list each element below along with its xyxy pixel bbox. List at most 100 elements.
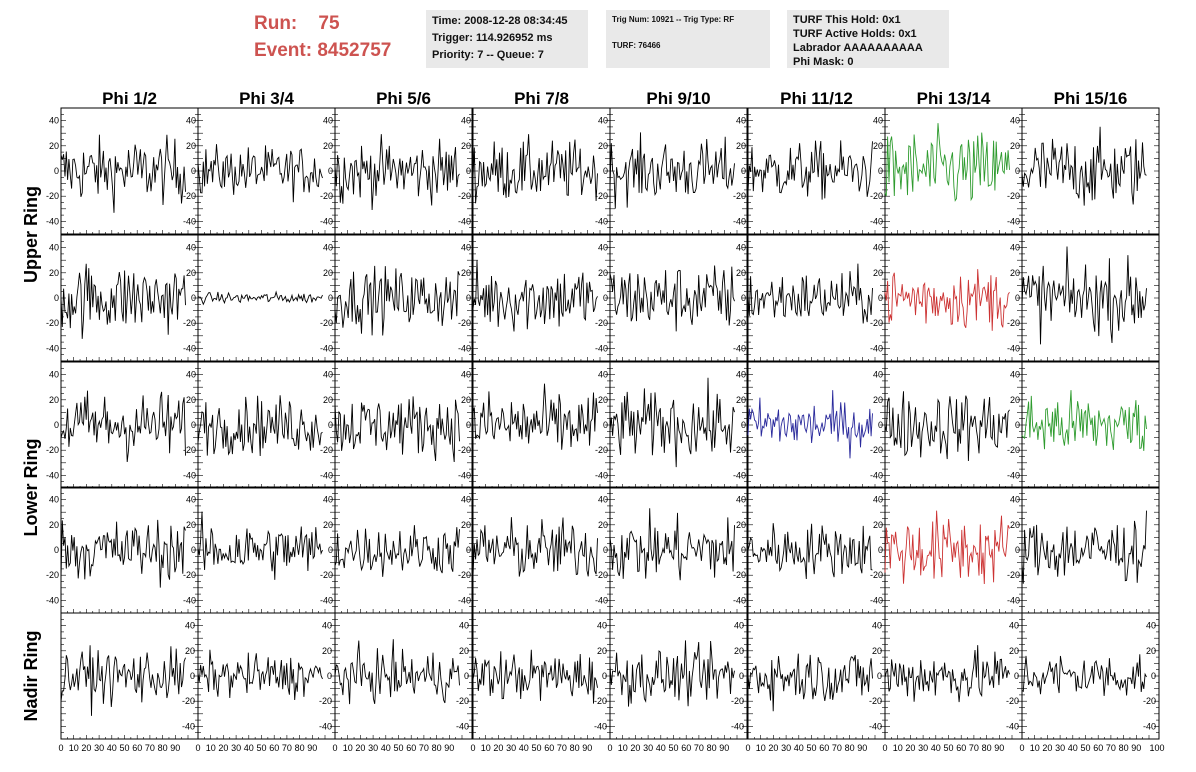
- x-tick-label-c6: 0: [745, 743, 750, 753]
- y-tick-label-r4-c3: -40: [320, 595, 333, 605]
- x-tick-label-c5: 20: [630, 743, 640, 753]
- y-tick-label-r2-c6: -20: [733, 318, 746, 328]
- panel-r2-c4: [472, 234, 611, 362]
- y-tick-label-r4-c3: 0: [328, 545, 333, 555]
- y-tick-label-r4-c6: -40: [733, 595, 746, 605]
- x-tick-label-c8: 10: [1030, 743, 1040, 753]
- y-tick-label-r2-c6: 0: [741, 293, 746, 303]
- x-tick-label-c6: 70: [832, 743, 842, 753]
- y-tick-label-r4-c2: -20: [183, 570, 196, 580]
- y-tick-label-r2-c6: -40: [733, 343, 746, 353]
- y-tick-label-r4-c8: -20: [1007, 570, 1020, 580]
- y-tick-label-r1-c2: 20: [186, 141, 196, 151]
- x-tick-label-c6: 90: [857, 743, 867, 753]
- waveform-trace-r5-c8: [1021, 654, 1147, 696]
- x-tick-label-c7: 40: [931, 743, 941, 753]
- y-tick-label-r4-c8: 40: [1010, 495, 1020, 505]
- run-value: 75: [318, 13, 340, 34]
- x-tick-label-c7: 0: [882, 743, 887, 753]
- y-tick-label-r2-c8: -40: [1007, 343, 1020, 353]
- x-tick-label-c3: 70: [419, 743, 429, 753]
- y-tick-label-r4-c3: -20: [320, 570, 333, 580]
- x-tick-label-c2: 20: [218, 743, 228, 753]
- x-tick-label-c4: 90: [582, 743, 592, 753]
- waveform-trace-r4-c7: [884, 510, 1010, 585]
- y-tick-label-r1-c5: -20: [595, 191, 608, 201]
- y-tick-label-r4-c6: 40: [736, 495, 746, 505]
- x-tick-label-c8: 50: [1080, 743, 1090, 753]
- y-tick-label-r4-c2: 20: [186, 520, 196, 530]
- y-tick-label-r4-c3: 20: [323, 520, 333, 530]
- y-tick-label-r3-c8: 20: [1010, 395, 1020, 405]
- column-header-7: Phi 13/14: [917, 89, 991, 108]
- y-tick-label-r3-c5: 0: [603, 420, 608, 430]
- y-tick-label-r5-c6: 0: [877, 671, 882, 681]
- panel-r4-c8: [1021, 486, 1160, 614]
- y-tick-label-r4-c4: -40: [458, 595, 471, 605]
- x-tick-label-c1: 20: [81, 743, 91, 753]
- y-tick-label-r1-c8: -40: [1007, 216, 1020, 226]
- event-value: 8452757: [317, 40, 392, 61]
- x-tick-label-c3: 50: [393, 743, 403, 753]
- y-tick-label-r1-c4: 40: [461, 116, 471, 126]
- y-tick-label-r2-c3: -40: [320, 343, 333, 353]
- x-tick-label-c2: 30: [231, 743, 241, 753]
- y-tick-label-r2-c5: -20: [595, 318, 608, 328]
- x-tick-label-c7: 90: [994, 743, 1004, 753]
- waveform-trace-r3-c1: [60, 390, 186, 463]
- y-tick-label-r3-c3: -20: [320, 445, 333, 455]
- waveform-trace-r5-c7: [884, 645, 1010, 703]
- x-tick-label-c6: 50: [806, 743, 816, 753]
- waveform-trace-r5-c1: [60, 645, 186, 716]
- y-tick-label-r2-c3: 20: [323, 268, 333, 278]
- x-tick-label-c5: 10: [618, 743, 628, 753]
- y-tick-label-r5-c2: 20: [322, 646, 332, 656]
- x-tick-label-c3: 20: [355, 743, 365, 753]
- y-tick-label-r5-c6: 20: [872, 646, 882, 656]
- y-tick-label-r2-c2: 0: [191, 293, 196, 303]
- y-tick-label-r3-c7: 20: [873, 395, 883, 405]
- x-tick-label-c4: 80: [570, 743, 580, 753]
- x-tick-label-c5: 70: [694, 743, 704, 753]
- y-tick-label-r4-c1: -40: [46, 595, 59, 605]
- y-tick-label-r1-c1: -20: [46, 191, 59, 201]
- waveform-trace-r3-c5: [609, 377, 735, 468]
- y-tick-label-r3-c1: 20: [49, 395, 59, 405]
- waveform-trace-r2-c2: [197, 290, 323, 306]
- time-text: Time: 2008-12-28 08:34:45: [432, 15, 568, 27]
- y-tick-label-r1-c6: 0: [741, 166, 746, 176]
- y-tick-label-r1-c3: 20: [323, 141, 333, 151]
- y-tick-label-r4-c7: -20: [870, 570, 883, 580]
- y-tick-label-r3-c7: -40: [870, 470, 883, 480]
- column-header-1: Phi 1/2: [102, 89, 157, 108]
- column-header-8: Phi 15/16: [1054, 89, 1128, 108]
- x-tick-label-c4: 30: [506, 743, 516, 753]
- x-tick-label-c4: 20: [493, 743, 503, 753]
- y-tick-label-r1-c2: -20: [183, 191, 196, 201]
- y-tick-label-r5-c4: -20: [594, 696, 607, 706]
- phi-mask-text: Phi Mask: 0: [793, 56, 854, 68]
- y-tick-label-r1-c6: -20: [733, 191, 746, 201]
- waveform-trace-r4-c1: [60, 519, 186, 588]
- y-tick-label-r4-c7: 40: [873, 495, 883, 505]
- waveform-trace-r4-c8: [1021, 510, 1147, 584]
- y-tick-label-r5-c1: 40: [185, 621, 195, 631]
- y-tick-label-r2-c8: 0: [1015, 293, 1020, 303]
- x-tick-label-c7: 70: [969, 743, 979, 753]
- y-tick-label-r5-c4: 0: [602, 671, 607, 681]
- y-tick-label-r5-c5: 40: [734, 621, 744, 631]
- y-tick-label-r3-c7: 0: [878, 420, 883, 430]
- x-tick-label-c6: 20: [768, 743, 778, 753]
- y-tick-label-r2-c6: 20: [736, 268, 746, 278]
- waveform-trace-r4-c5: [609, 508, 735, 581]
- y-tick-label-r2-c8: 40: [1010, 243, 1020, 253]
- waveform-trace-r2-c8: [1021, 246, 1147, 345]
- x-tick-label-c4: 40: [519, 743, 529, 753]
- y-tick-label-r5-c3: -20: [456, 696, 469, 706]
- waveform-trace-r1-c1: [60, 134, 186, 213]
- y-tick-label-r3-c1: 40: [49, 370, 59, 380]
- y-tick-label-r3-c8: 0: [1015, 420, 1020, 430]
- x-tick-label-c8: 60: [1093, 743, 1103, 753]
- x-tick-label-c5: 50: [668, 743, 678, 753]
